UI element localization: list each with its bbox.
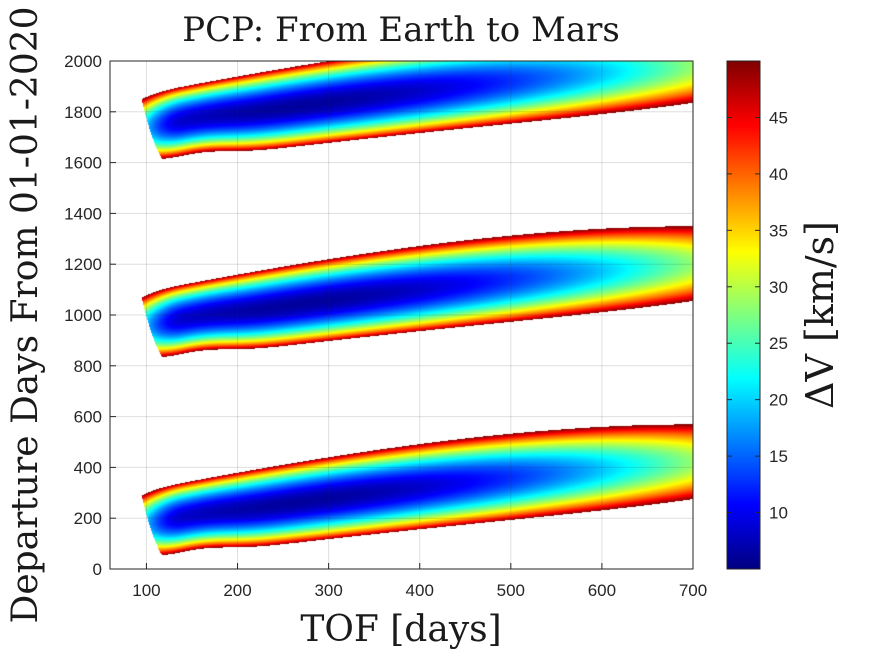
y-tick-label: 200 [74,509,102,528]
y-tick-label: 1200 [64,255,102,274]
y-tick-label: 1400 [64,204,102,223]
y-tick-label: 1600 [64,154,102,173]
colorbar-gradient [727,61,760,569]
y-tick-label: 600 [74,408,102,427]
x-tick-label: 100 [132,581,160,600]
x-tick-label: 200 [223,581,251,600]
colorbar-tick-label: 15 [769,447,788,466]
heatmap-surface [110,61,693,569]
y-tick-label: 1800 [64,103,102,122]
y-tick-label: 1000 [64,306,102,325]
y-tick-label: 2000 [64,52,102,71]
colorbar-tick-label: 30 [769,278,788,297]
colorbar-ticks: 10 15 20 25 30 35 40 45 [727,108,788,523]
chart-title: PCP: From Earth to Mars [182,10,620,50]
x-tick-label: 600 [588,581,616,600]
colorbar-tick-label: 45 [769,108,788,127]
y-axis-ticks: 0 200 400 600 800 1000 1200 1400 1600 1800 2000 [64,52,116,579]
colorbar-label: ΔV [km/s] [798,221,842,409]
x-tick-label: 700 [679,581,707,600]
colorbar: 10 15 20 25 30 35 40 45 [726,60,788,570]
colorbar-tick-label: 10 [769,504,788,523]
x-axis-ticks: 100 200 300 400 500 600 700 [132,563,707,600]
colorbar-tick-label: 25 [769,334,788,353]
y-tick-label: 0 [93,560,102,579]
x-axis-label: TOF [days] [300,609,501,650]
x-tick-label: 300 [314,581,342,600]
y-axis-label: Departure Days From 01-01-2020 [5,6,46,623]
colorbar-frame [726,60,761,570]
colorbar-tick-label: 40 [769,165,788,184]
plot-area: 100 200 300 400 500 600 700 0 200 400 600 800 1000 1… [64,52,707,600]
x-tick-label: 500 [497,581,525,600]
colorbar-tick-label: 20 [769,391,788,410]
x-tick-label: 400 [406,581,434,600]
y-tick-label: 400 [74,458,102,477]
colorbar-tick-label: 35 [769,221,788,240]
y-tick-label: 800 [74,357,102,376]
